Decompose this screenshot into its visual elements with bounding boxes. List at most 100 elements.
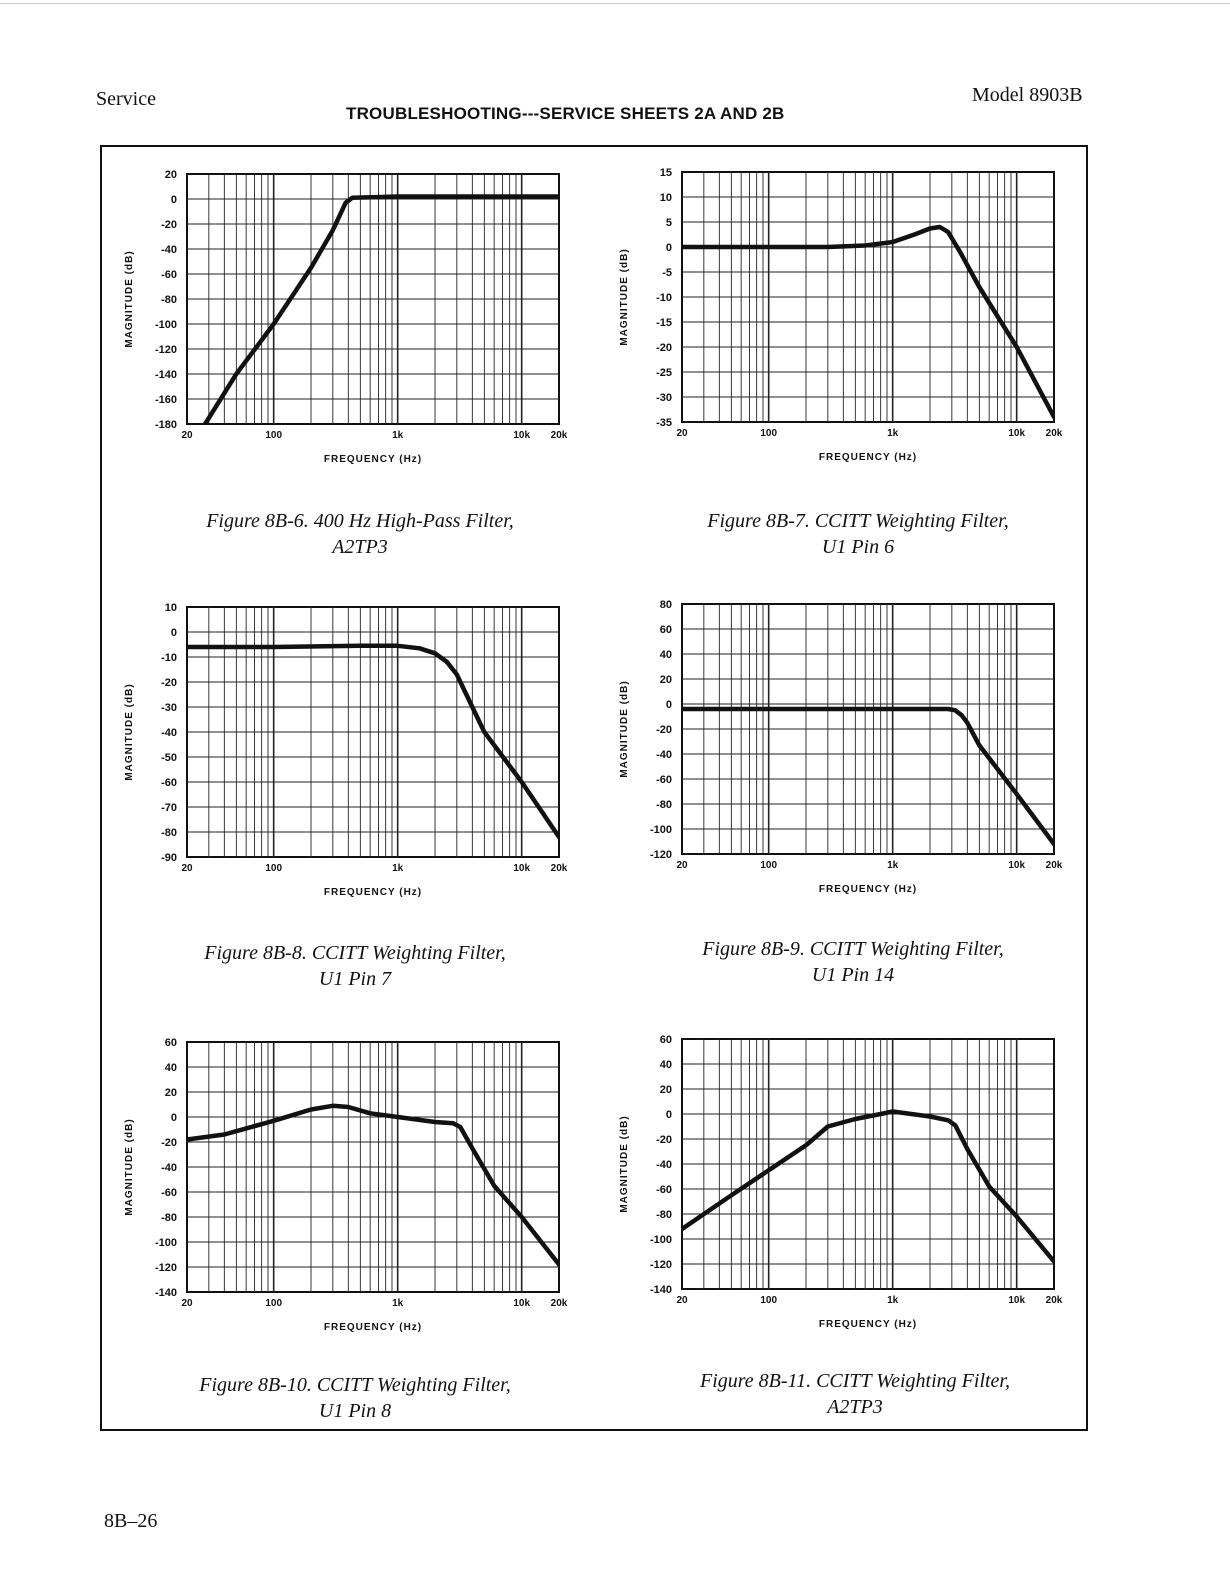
y-tick-label: -20 — [161, 677, 177, 689]
x-tick-label: 100 — [265, 1298, 282, 1309]
x-axis-label: FREQUENCY (Hz) — [324, 454, 422, 465]
y-tick-label: -80 — [161, 1212, 177, 1224]
x-axis-label: FREQUENCY (Hz) — [819, 452, 917, 463]
x-tick-label: 1k — [392, 863, 404, 874]
y-tick-label: -40 — [656, 1159, 672, 1171]
caption-line-2: U1 Pin 7 — [318, 968, 392, 990]
magnitude-response-line — [187, 1103, 559, 1267]
page-number: 8B–26 — [104, 1510, 158, 1532]
y-tick-label: -10 — [161, 652, 177, 664]
y-tick-label: -120 — [155, 344, 177, 356]
magnitude-response-line — [682, 1109, 1054, 1264]
y-axis-label: MAGNITUDE (dB) — [619, 248, 630, 345]
x-tick-label: 1k — [887, 1295, 899, 1306]
chart-figure-8b-7: 15 10 5 0 -5 -10 -15 -20 -25 -30 -35 20 100 1k 10k 20k F… — [619, 167, 1063, 463]
x-tick-label: 100 — [760, 428, 777, 439]
y-tick-label: -30 — [656, 392, 672, 404]
y-tick-label: -80 — [161, 294, 177, 306]
y-tick-label: -60 — [656, 774, 672, 786]
x-tick-label: 20 — [676, 428, 688, 439]
x-tick-label: 20 — [181, 1298, 193, 1309]
caption-line-1: Figure 8B-6. 400 Hz High-Pass Filter, — [206, 510, 514, 532]
y-tick-label: -40 — [161, 727, 177, 739]
caption-figure-8b-9: Figure 8B-9. CCITT Weighting Filter, U1 … — [643, 936, 1063, 988]
caption-line-2: A2TP3 — [827, 1396, 883, 1418]
y-tick-label: -60 — [656, 1184, 672, 1196]
x-tick-label: 20 — [676, 860, 688, 871]
x-tick-label: 1k — [887, 428, 899, 439]
y-tick-label: -100 — [155, 1237, 177, 1249]
y-tick-label: -40 — [161, 1162, 177, 1174]
y-tick-label: -40 — [656, 749, 672, 761]
magnitude-response-line — [187, 643, 559, 840]
y-tick-label: -140 — [155, 369, 177, 381]
caption-line-2: U1 Pin 6 — [821, 536, 895, 558]
y-tick-label: 40 — [165, 1062, 177, 1074]
y-tick-label: -20 — [161, 1137, 177, 1149]
y-tick-label: -20 — [656, 1134, 672, 1146]
x-tick-label: 20k — [551, 1298, 568, 1309]
x-tick-label: 1k — [887, 860, 899, 871]
caption-line-1: Figure 8B-7. CCITT Weighting Filter, — [707, 510, 1009, 532]
x-axis-label: FREQUENCY (Hz) — [324, 1322, 422, 1333]
x-tick-label: 10k — [1008, 860, 1025, 871]
y-tick-label: -20 — [656, 724, 672, 736]
caption-figure-8b-6: Figure 8B-6. 400 Hz High-Pass Filter, A2… — [150, 508, 570, 560]
section-label: Service — [96, 88, 156, 110]
y-tick-label: 40 — [660, 1059, 672, 1071]
x-tick-label: 10k — [1008, 1295, 1025, 1306]
y-tick-label: -80 — [161, 827, 177, 839]
caption-line-1: Figure 8B-9. CCITT Weighting Filter, — [702, 938, 1004, 960]
x-tick-label: 20k — [1046, 428, 1063, 439]
y-tick-label: -35 — [656, 417, 672, 429]
magnitude-response-line — [202, 194, 559, 424]
x-tick-label: 1k — [392, 1298, 404, 1309]
x-tick-label: 100 — [760, 1295, 777, 1306]
y-tick-label: -100 — [650, 824, 672, 836]
x-axis-label: FREQUENCY (Hz) — [324, 887, 422, 898]
caption-figure-8b-10: Figure 8B-10. CCITT Weighting Filter, U1… — [145, 1372, 565, 1424]
y-tick-label: -140 — [155, 1287, 177, 1299]
x-tick-label: 100 — [265, 863, 282, 874]
y-tick-label: -160 — [155, 394, 177, 406]
x-tick-label: 10k — [513, 1298, 530, 1309]
y-tick-label: -100 — [650, 1234, 672, 1246]
x-tick-label: 10k — [513, 863, 530, 874]
x-tick-label: 10k — [1008, 428, 1025, 439]
x-tick-label: 20k — [1046, 860, 1063, 871]
y-tick-label: -100 — [155, 319, 177, 331]
y-tick-label: 20 — [165, 1087, 177, 1099]
y-tick-label: -40 — [161, 244, 177, 256]
y-tick-label: 15 — [660, 167, 672, 179]
y-tick-label: 20 — [165, 169, 177, 181]
caption-figure-8b-11: Figure 8B-11. CCITT Weighting Filter, A2… — [645, 1368, 1065, 1420]
y-tick-label: -60 — [161, 1187, 177, 1199]
chart-figure-8b-11: 60 40 20 0 -20 -40 -60 -80 -100 -120 -140 20 100 1k 10… — [619, 1034, 1063, 1330]
caption-figure-8b-7: Figure 8B-7. CCITT Weighting Filter, U1 … — [648, 508, 1068, 560]
caption-line-1: Figure 8B-10. CCITT Weighting Filter, — [199, 1374, 511, 1396]
y-tick-label: 20 — [660, 1084, 672, 1096]
y-tick-label: -140 — [650, 1284, 672, 1296]
x-tick-label: 20 — [181, 863, 193, 874]
y-tick-label: 0 — [666, 1109, 672, 1121]
y-tick-label: 0 — [171, 194, 177, 206]
y-tick-label: 10 — [660, 192, 672, 204]
y-axis-label: MAGNITUDE (dB) — [619, 1115, 630, 1212]
x-tick-label: 20k — [1046, 1295, 1063, 1306]
y-tick-label: 10 — [165, 602, 177, 614]
x-tick-label: 1k — [392, 430, 404, 441]
caption-line-1: Figure 8B-8. CCITT Weighting Filter, — [204, 942, 506, 964]
y-tick-label: 60 — [660, 1034, 672, 1046]
x-tick-label: 20k — [551, 430, 568, 441]
y-tick-label: -80 — [656, 799, 672, 811]
x-tick-label: 20 — [181, 430, 193, 441]
y-tick-label: 20 — [660, 674, 672, 686]
page-title: TROUBLESHOOTING---SERVICE SHEETS 2A AND … — [346, 104, 785, 123]
y-axis-label: MAGNITUDE (dB) — [124, 250, 135, 347]
magnitude-response-line — [682, 224, 1054, 420]
x-tick-label: 20 — [676, 1295, 688, 1306]
y-tick-label: 0 — [171, 1112, 177, 1124]
x-tick-label: 100 — [265, 430, 282, 441]
magnitude-response-line — [682, 706, 1054, 847]
y-tick-label: -80 — [656, 1209, 672, 1221]
